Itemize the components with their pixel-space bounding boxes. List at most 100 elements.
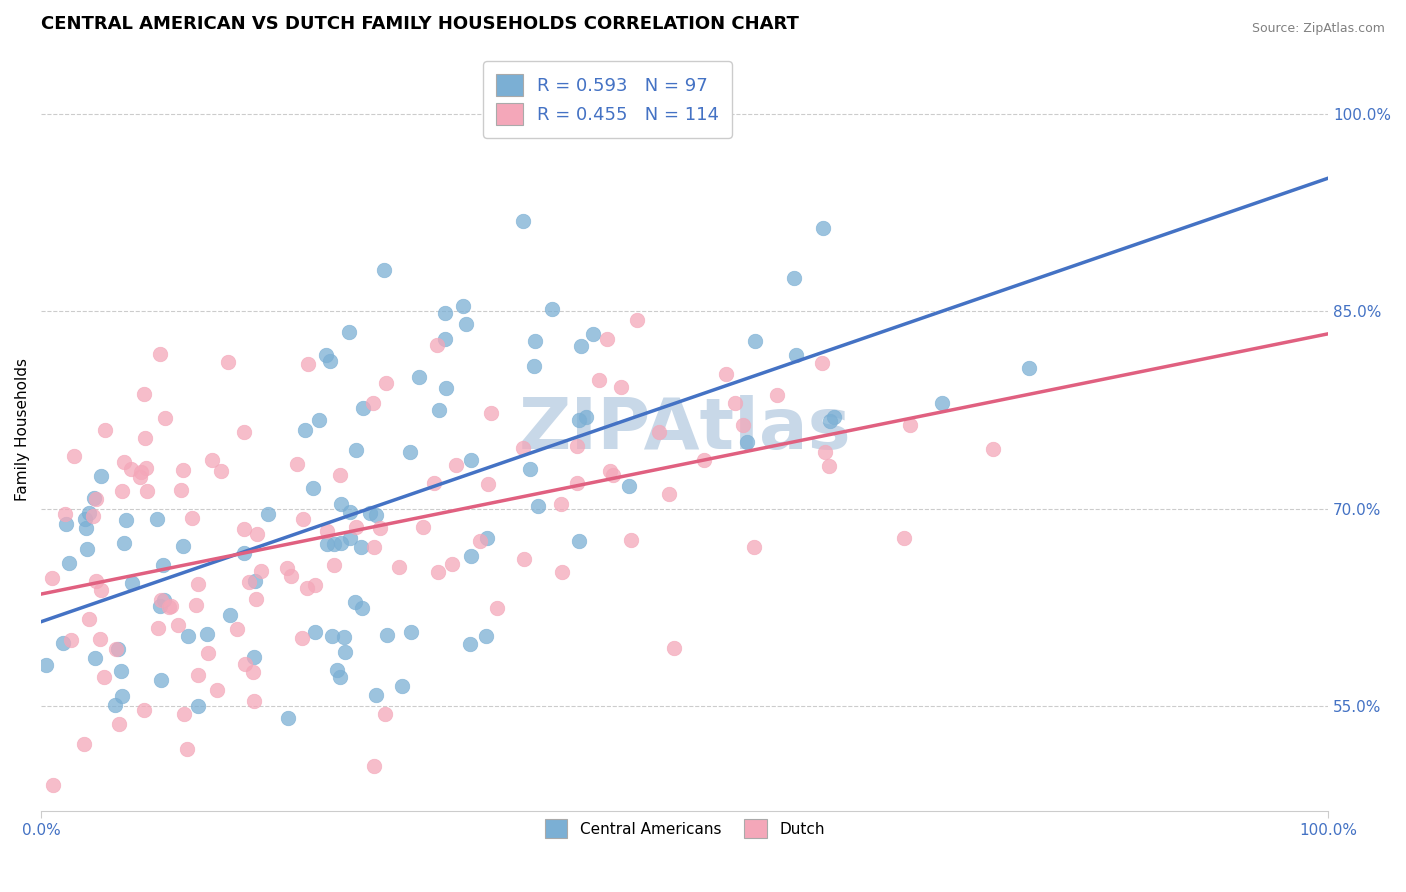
Point	[737, 434, 759, 449]
Y-axis label: Family Households: Family Households	[15, 359, 30, 501]
Point	[257, 507, 280, 521]
Point	[280, 569, 302, 583]
Point	[436, 381, 458, 395]
Point	[153, 410, 176, 425]
Point	[339, 326, 361, 340]
Text: ZIPAtlas: ZIPAtlas	[519, 395, 851, 465]
Point	[375, 376, 398, 390]
Point	[388, 559, 411, 574]
Point	[523, 359, 546, 373]
Point	[742, 540, 765, 554]
Point	[363, 540, 385, 554]
Point	[157, 600, 180, 615]
Point	[201, 452, 224, 467]
Point	[35, 657, 58, 672]
Point	[352, 401, 374, 415]
Point	[129, 466, 152, 480]
Point	[364, 508, 387, 522]
Point	[662, 640, 685, 655]
Point	[322, 558, 344, 573]
Point	[184, 598, 207, 612]
Point	[233, 522, 256, 536]
Point	[226, 622, 249, 636]
Point	[145, 512, 167, 526]
Point	[316, 537, 339, 551]
Point	[160, 599, 183, 613]
Point	[477, 477, 499, 491]
Point	[246, 527, 269, 541]
Point	[308, 413, 330, 427]
Point	[276, 561, 298, 575]
Point	[59, 632, 82, 647]
Point	[434, 306, 457, 320]
Point	[134, 703, 156, 717]
Point	[474, 628, 496, 642]
Point	[714, 368, 737, 382]
Point	[297, 357, 319, 371]
Point	[599, 464, 621, 478]
Point	[412, 520, 434, 534]
Point	[446, 458, 468, 472]
Point	[249, 564, 271, 578]
Point	[451, 299, 474, 313]
Point	[152, 558, 174, 572]
Point	[814, 444, 837, 458]
Point	[217, 355, 239, 369]
Point	[321, 629, 343, 643]
Point	[329, 670, 352, 684]
Point	[565, 439, 588, 453]
Point	[344, 519, 367, 533]
Point	[470, 533, 492, 548]
Point	[426, 337, 449, 351]
Point	[323, 537, 346, 551]
Point	[111, 689, 134, 703]
Legend: Central Americans, Dutch: Central Americans, Dutch	[537, 812, 832, 846]
Point	[150, 592, 173, 607]
Point	[134, 431, 156, 445]
Point	[93, 423, 115, 437]
Point	[373, 262, 395, 277]
Point	[316, 524, 339, 538]
Point	[84, 491, 107, 506]
Point	[582, 327, 605, 342]
Point	[724, 396, 747, 410]
Point	[512, 442, 534, 456]
Point	[52, 636, 75, 650]
Point	[350, 540, 373, 554]
Point	[588, 373, 610, 387]
Point	[785, 348, 807, 362]
Point	[731, 417, 754, 432]
Point	[149, 347, 172, 361]
Point	[550, 497, 572, 511]
Point	[291, 512, 314, 526]
Point	[408, 370, 430, 384]
Point	[197, 646, 219, 660]
Point	[648, 425, 671, 439]
Point	[277, 711, 299, 725]
Point	[475, 531, 498, 545]
Point	[177, 629, 200, 643]
Point	[104, 641, 127, 656]
Point	[620, 533, 643, 547]
Text: Source: ZipAtlas.com: Source: ZipAtlas.com	[1251, 22, 1385, 36]
Point	[575, 410, 598, 425]
Point	[187, 576, 209, 591]
Point	[329, 467, 352, 482]
Point	[82, 508, 104, 523]
Point	[170, 483, 193, 497]
Point	[93, 670, 115, 684]
Point	[456, 318, 478, 332]
Point	[176, 741, 198, 756]
Point	[931, 396, 953, 410]
Point	[135, 483, 157, 498]
Point	[333, 645, 356, 659]
Point	[120, 462, 142, 476]
Point	[55, 516, 77, 531]
Point	[115, 513, 138, 527]
Point	[79, 506, 101, 520]
Point	[823, 409, 845, 424]
Point	[481, 405, 503, 419]
Point	[291, 631, 314, 645]
Point	[76, 541, 98, 556]
Point	[129, 469, 152, 483]
